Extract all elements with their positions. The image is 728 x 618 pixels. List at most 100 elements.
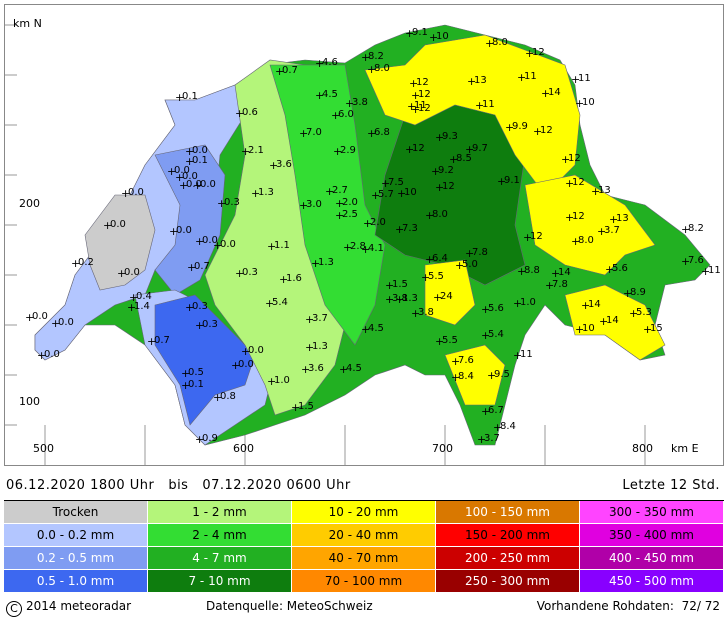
station-plus: + <box>395 293 404 306</box>
station-plus: + <box>435 131 444 144</box>
station-value: 4.5 <box>368 323 384 334</box>
station-value: 3.8 <box>392 293 408 304</box>
station-value: 0.0 <box>186 179 202 190</box>
station-marker: +0.0 <box>103 219 126 232</box>
station-value: 3.8 <box>352 97 368 108</box>
station-plus: + <box>185 301 194 314</box>
station-value: 0.0 <box>248 345 264 356</box>
legend-item: 0.5 - 1.0 mm <box>4 570 148 593</box>
station-value: 9.2 <box>438 165 454 176</box>
station-marker: +24 <box>433 291 453 304</box>
axis-x-tick: 800 <box>632 442 653 455</box>
station-marker: +7.6 <box>681 255 704 268</box>
station-plus: + <box>481 303 490 316</box>
precipitation-regions <box>34 24 711 446</box>
station-value: 7.8 <box>552 279 568 290</box>
station-value: 5.4 <box>488 329 504 340</box>
station-marker: +12 <box>565 177 585 190</box>
station-plus: + <box>315 89 324 102</box>
station-value: 4.6 <box>322 57 338 68</box>
station-value: 0.0 <box>238 359 254 370</box>
station-value: 12 <box>540 125 553 136</box>
station-value: 12 <box>442 181 455 192</box>
station-marker: +1.5 <box>385 279 408 292</box>
station-value: 11 <box>578 73 591 84</box>
station-value: 2.9 <box>340 145 356 156</box>
station-plus: + <box>193 179 202 192</box>
legend-item: 150 - 200 mm <box>436 524 580 547</box>
station-marker: +5.6 <box>605 263 628 276</box>
station-plus: + <box>475 99 484 112</box>
station-plus: + <box>241 345 250 358</box>
legend-item: 7 - 10 mm <box>148 570 292 593</box>
station-value: 4.1 <box>368 243 384 254</box>
station-plus: + <box>381 177 390 190</box>
station-marker: +1.0 <box>267 375 290 388</box>
station-value: 6.4 <box>432 253 448 264</box>
station-marker: +8.0 <box>571 235 594 248</box>
station-value: 5.3 <box>636 307 652 318</box>
station-value: 12 <box>572 177 585 188</box>
station-plus: + <box>241 145 250 158</box>
station-marker: +12 <box>411 89 431 102</box>
station-value: 11 <box>414 100 427 111</box>
station-value: 13 <box>616 213 629 224</box>
station-value: 0.7 <box>154 335 170 346</box>
station-value: 8.4 <box>458 371 474 382</box>
station-plus: + <box>181 379 190 392</box>
station-value: 10 <box>582 97 595 108</box>
station-marker: +8.2 <box>681 223 704 236</box>
station-marker: +4.5 <box>315 89 338 102</box>
station-value: 10 <box>436 31 449 42</box>
station-marker: +3.8 <box>411 307 434 320</box>
station-value: 24 <box>440 291 453 302</box>
station-marker: +0.0 <box>213 239 236 252</box>
station-value: 8.4 <box>500 421 516 432</box>
station-marker: +0.1 <box>175 91 198 104</box>
station-value: 5.5 <box>442 335 458 346</box>
station-marker: +11 <box>407 100 427 113</box>
station-plus: + <box>407 100 416 113</box>
station-marker: +7.6 <box>451 355 474 368</box>
station-plus: + <box>571 73 580 86</box>
station-marker: +11 <box>517 71 537 84</box>
station-plus: + <box>517 265 526 278</box>
station-value: 12 <box>418 89 431 100</box>
station-value: 3.6 <box>276 159 292 170</box>
station-value: 11 <box>520 349 533 360</box>
station-plus: + <box>195 319 204 332</box>
station-value: 11 <box>482 99 495 110</box>
station-marker: +0.1 <box>185 155 208 168</box>
station-value: 9.1 <box>412 27 428 38</box>
station-plus: + <box>339 363 348 376</box>
station-value: 0.0 <box>58 317 74 328</box>
station-plus: + <box>485 37 494 50</box>
station-plus: + <box>179 179 188 192</box>
station-plus: + <box>395 223 404 236</box>
station-plus: + <box>291 401 300 414</box>
station-plus: + <box>185 155 194 168</box>
station-value: 6.8 <box>374 127 390 138</box>
station-plus: + <box>299 199 308 212</box>
region-yellow-se <box>564 284 666 361</box>
station-value: 11 <box>524 71 537 82</box>
station-plus: + <box>581 299 590 312</box>
station-plus: + <box>367 127 376 140</box>
legend-item: Trocken <box>4 501 148 524</box>
station-marker: +7.0 <box>299 127 322 140</box>
station-plus: + <box>367 63 376 76</box>
station-value: 0.8 <box>220 391 236 402</box>
legend-item: 0.2 - 0.5 mm <box>4 547 148 570</box>
station-value: 8.0 <box>492 37 508 48</box>
station-marker: +1.3 <box>305 341 328 354</box>
station-marker: +8.2 <box>361 51 384 64</box>
station-value: 0.7 <box>194 261 210 272</box>
station-value: 0.6 <box>242 107 258 118</box>
raw-data: Vorhandene Rohdaten: 72/ 72 <box>537 599 720 613</box>
station-plus: + <box>269 159 278 172</box>
station-plus: + <box>235 107 244 120</box>
station-value: 12 <box>572 211 585 222</box>
map-canvas: +9.1 +10+8.0+12+8.2+8.0+4.6+0.7+12 +11 +11+… <box>5 24 721 465</box>
station-marker: +0.0 <box>167 165 190 178</box>
station-marker: +2.9 <box>333 145 356 158</box>
